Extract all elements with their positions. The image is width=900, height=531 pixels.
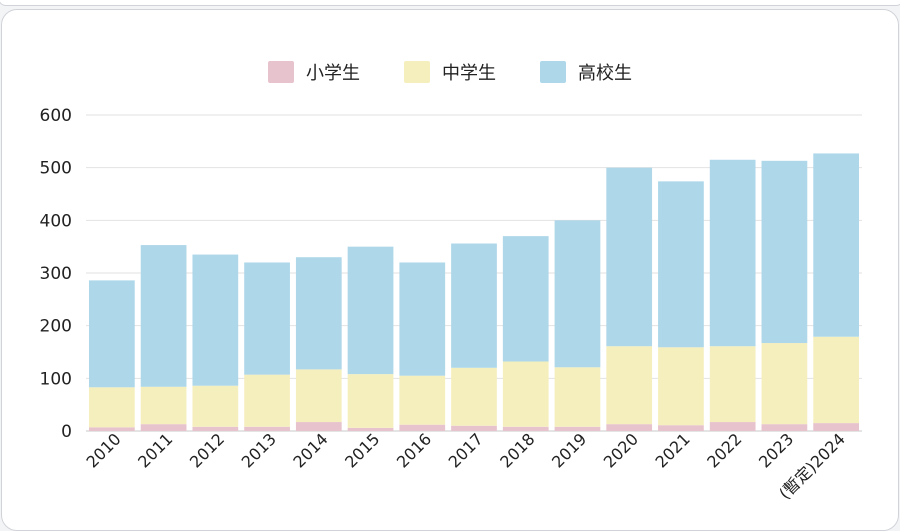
bar-segment bbox=[399, 262, 446, 376]
bar-segment bbox=[244, 262, 290, 375]
y-tick-label: 500 bbox=[40, 159, 72, 179]
bar-segment bbox=[761, 343, 808, 425]
legend-swatch-junior-high bbox=[404, 61, 430, 83]
bar-segment bbox=[192, 254, 239, 386]
legend-swatch-elementary bbox=[268, 61, 294, 83]
bar-segment bbox=[347, 246, 394, 375]
x-tick-label: 2020 bbox=[600, 429, 642, 471]
bar-segment bbox=[658, 425, 704, 431]
bar-segment bbox=[89, 387, 135, 428]
bar-segment bbox=[192, 385, 239, 427]
bar-segment bbox=[658, 181, 704, 348]
legend-item-junior-high[interactable]: 中学生 bbox=[404, 59, 496, 85]
x-tick-label: 2017 bbox=[445, 429, 487, 471]
bar-segment bbox=[554, 367, 601, 427]
bar-segment bbox=[140, 245, 187, 387]
bar-segment bbox=[295, 257, 342, 370]
x-tick-label: 2011 bbox=[134, 429, 176, 471]
bar-segment bbox=[399, 424, 446, 431]
bar-segment bbox=[347, 374, 394, 428]
x-tick-label: 2019 bbox=[548, 429, 590, 471]
x-tick-label: 2014 bbox=[289, 429, 331, 471]
y-tick-label: 100 bbox=[40, 369, 72, 389]
legend-item-high-school[interactable]: 高校生 bbox=[540, 59, 632, 85]
bar-segment bbox=[89, 280, 135, 388]
y-tick-label: 400 bbox=[40, 211, 72, 231]
bar-segment bbox=[502, 361, 549, 427]
x-tick-label: 2013 bbox=[238, 429, 280, 471]
bar-segment bbox=[140, 424, 187, 431]
bar-segment bbox=[606, 346, 653, 425]
x-tick-label: 2018 bbox=[496, 429, 538, 471]
x-tick-label: 2022 bbox=[703, 429, 745, 471]
bar-segment bbox=[502, 236, 549, 362]
bar-segment bbox=[554, 220, 601, 368]
bar-segment bbox=[606, 424, 653, 431]
bar-segment bbox=[140, 386, 187, 425]
x-tick-label: 2015 bbox=[341, 429, 383, 471]
bar-segment bbox=[709, 159, 756, 347]
y-tick-label: 600 bbox=[40, 106, 72, 126]
y-tick-label: 0 bbox=[61, 422, 72, 442]
legend: 小学生 中学生 高校生 bbox=[0, 60, 900, 84]
x-tick-label: 2021 bbox=[652, 429, 694, 471]
bar-segment bbox=[347, 427, 394, 431]
legend-label-elementary: 小学生 bbox=[306, 63, 360, 84]
bar-segment bbox=[451, 243, 497, 368]
bar-segment bbox=[89, 427, 135, 431]
bar-segment bbox=[295, 369, 342, 423]
bar-segment bbox=[709, 346, 756, 423]
bar-segment bbox=[451, 367, 497, 426]
y-tick-label: 300 bbox=[40, 264, 72, 284]
legend-item-elementary[interactable]: 小学生 bbox=[268, 59, 360, 85]
bar-segment bbox=[451, 425, 497, 431]
bar-segment bbox=[761, 424, 808, 431]
x-tick-label: 2012 bbox=[186, 429, 228, 471]
bar-segment bbox=[399, 375, 446, 425]
x-tick-label: 2016 bbox=[393, 429, 435, 471]
bar-segment bbox=[244, 374, 290, 427]
legend-label-high-school: 高校生 bbox=[578, 63, 632, 84]
x-tick-label: 2023 bbox=[755, 429, 797, 471]
bar-segment bbox=[658, 347, 704, 426]
bar-segment bbox=[192, 426, 239, 431]
top-card-edge bbox=[0, 0, 900, 6]
bar-segment bbox=[813, 336, 859, 424]
legend-label-junior-high: 中学生 bbox=[442, 63, 496, 84]
bar-segment bbox=[813, 153, 859, 337]
bar-segment bbox=[244, 426, 290, 431]
x-tick-label: 2010 bbox=[82, 429, 124, 471]
bar-segment bbox=[502, 426, 549, 431]
bar-segment bbox=[606, 167, 653, 347]
bar-segment bbox=[709, 422, 756, 431]
y-tick-label: 200 bbox=[40, 317, 72, 337]
bar-segment bbox=[813, 423, 859, 431]
bar-segment bbox=[761, 160, 808, 344]
legend-swatch-high-school bbox=[540, 61, 566, 83]
bar-segment bbox=[554, 426, 601, 431]
bar-segment bbox=[295, 422, 342, 431]
